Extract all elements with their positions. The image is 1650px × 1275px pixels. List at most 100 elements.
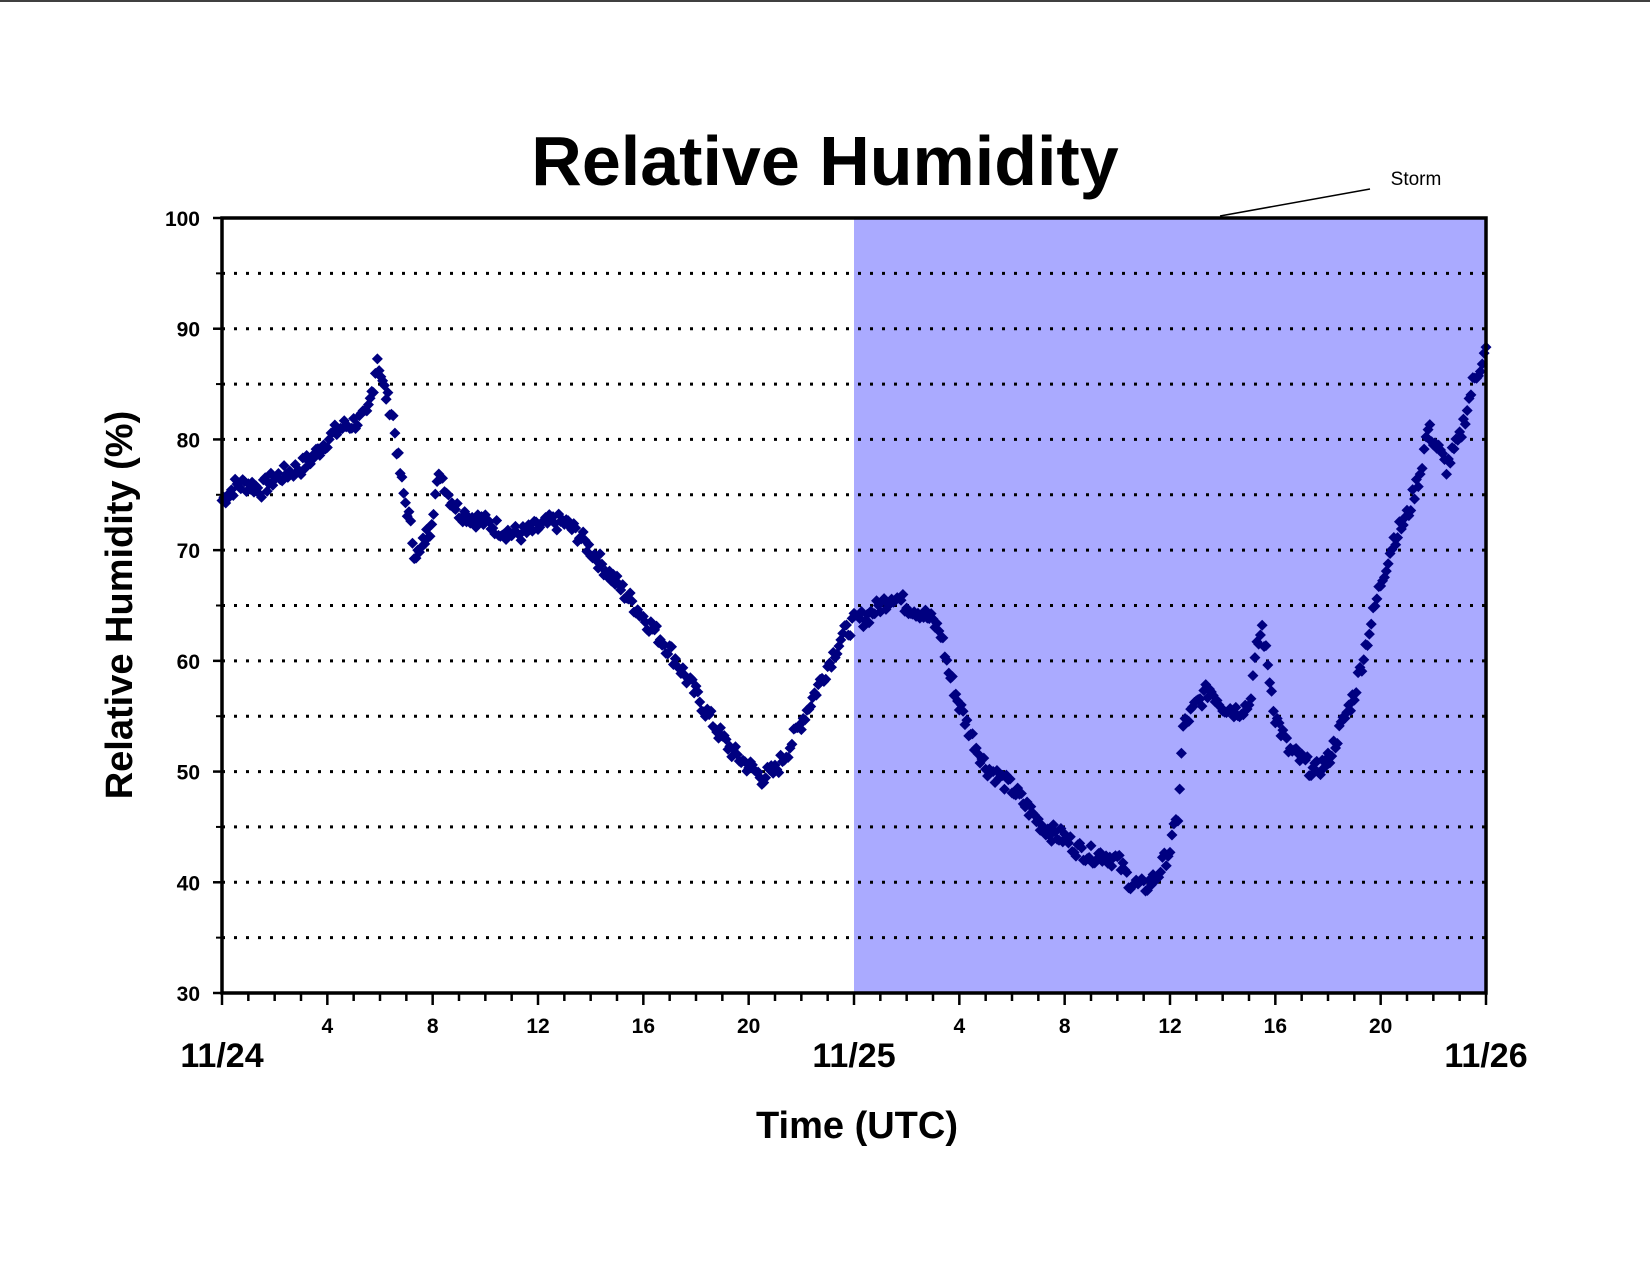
y-tick-label: 40 [177, 872, 200, 895]
data-point [1076, 842, 1088, 854]
data-point [1371, 593, 1383, 605]
data-point [1405, 505, 1417, 517]
data-point [1160, 860, 1172, 872]
data-point [967, 728, 978, 740]
y-tick-labels: 30 40 50 60 70 80 90 100 [165, 208, 200, 1006]
x-tick-label: 20 [1369, 1015, 1392, 1038]
data-point [1121, 866, 1133, 878]
data-point [392, 447, 404, 459]
data-point [941, 654, 953, 666]
x-tick-label: 12 [526, 1015, 549, 1038]
data-point [1106, 860, 1118, 872]
data-point [1424, 419, 1436, 431]
data-point [1166, 829, 1178, 841]
data-point [1015, 788, 1027, 800]
x-tick-label: 8 [427, 1015, 439, 1038]
data-point [651, 620, 662, 632]
data-point [396, 471, 408, 483]
y-tick-label: 80 [177, 429, 200, 452]
data-point [1363, 628, 1375, 640]
data-point [1264, 677, 1276, 689]
x-tick-label: 8 [1059, 1015, 1071, 1038]
data-point [1474, 365, 1486, 377]
data-point [491, 514, 503, 526]
data-point [1249, 652, 1261, 664]
data-point [405, 515, 417, 527]
plot-axes [213, 216, 1488, 1005]
data-point [1266, 685, 1278, 697]
x-tick-labels: 4 8 12 16 20 4 8 12 16 20 11/24 11/25 11/26 [180, 1015, 1527, 1075]
data-point [844, 630, 856, 642]
data-point [730, 741, 741, 753]
data-point [998, 783, 1010, 795]
data-point [677, 662, 689, 674]
data-point [551, 524, 563, 536]
data-point [1461, 405, 1473, 417]
data-point [760, 772, 772, 784]
x-day-label: 11/26 [1444, 1037, 1527, 1075]
data-point [515, 534, 527, 546]
data-point [786, 738, 798, 750]
data-point [577, 526, 589, 538]
x-tick-label: 12 [1158, 1015, 1181, 1038]
data-point [705, 705, 717, 717]
data-point [694, 696, 706, 708]
data-point [897, 588, 909, 600]
data-point [805, 701, 817, 713]
data-point [978, 752, 990, 764]
data-point [937, 632, 949, 644]
data-point [382, 387, 394, 399]
data-point [1382, 558, 1394, 570]
data-point [403, 506, 415, 518]
data-point [398, 487, 410, 499]
data-point [1365, 618, 1377, 630]
data-point [428, 508, 440, 520]
data-point [1196, 700, 1208, 712]
x-tick-label: 4 [321, 1015, 333, 1038]
data-point [1456, 431, 1468, 443]
data-point [1459, 418, 1471, 430]
data-point [1245, 693, 1257, 705]
data-point [1416, 462, 1428, 474]
data-point [961, 714, 973, 726]
data-point [1331, 738, 1343, 750]
y-tick-label: 60 [177, 651, 200, 674]
x-day-label: 11/25 [812, 1037, 895, 1075]
data-point [1254, 629, 1266, 641]
data-point [1175, 747, 1187, 759]
data-point [795, 724, 807, 736]
x-tick-label: 20 [737, 1015, 760, 1038]
data-point [570, 522, 582, 534]
data-point [1085, 840, 1097, 852]
data-point [626, 595, 638, 607]
data-point [840, 619, 852, 631]
x-tick-label: 16 [1264, 1015, 1287, 1038]
data-point [957, 705, 969, 717]
data-point [1113, 849, 1125, 861]
data-point [367, 387, 379, 399]
data-point [1183, 715, 1195, 727]
data-point [424, 530, 436, 542]
data-point [583, 539, 595, 551]
data-point [1356, 665, 1368, 677]
data-point [1345, 705, 1357, 717]
data-point [1412, 481, 1424, 493]
data-point [1004, 773, 1016, 785]
data-point [502, 524, 514, 536]
data-point [1256, 619, 1268, 631]
data-point [371, 353, 383, 365]
y-axis-title: Relative Humidity (%) [99, 411, 141, 800]
data-point [1350, 687, 1362, 699]
y-tick-label: 90 [177, 319, 200, 342]
data-point [1164, 846, 1176, 858]
data-point [1380, 565, 1392, 577]
data-point [1267, 705, 1279, 717]
data-point [399, 497, 411, 509]
data-point [442, 489, 454, 501]
storm-annotation-label: Storm [1391, 169, 1442, 190]
data-point [387, 410, 399, 422]
x-tick-label: 16 [632, 1015, 655, 1038]
data-point [1194, 693, 1206, 705]
data-point [692, 686, 704, 698]
